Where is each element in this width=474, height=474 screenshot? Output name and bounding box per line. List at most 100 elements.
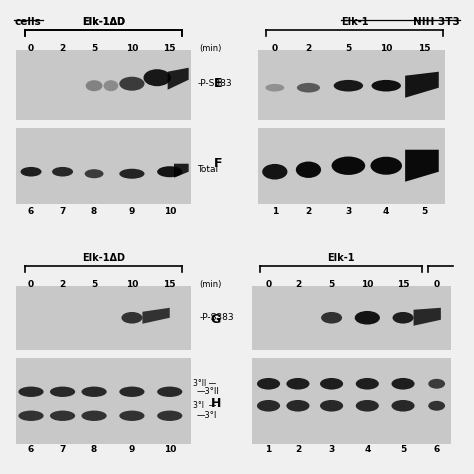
Ellipse shape	[103, 80, 118, 91]
Text: Total: Total	[197, 165, 218, 174]
Text: 6: 6	[434, 445, 440, 454]
Ellipse shape	[85, 169, 103, 178]
Ellipse shape	[257, 378, 280, 390]
Ellipse shape	[119, 169, 145, 179]
Text: 10: 10	[380, 44, 392, 53]
Text: 3: 3	[345, 207, 352, 216]
Text: 5: 5	[91, 44, 97, 53]
Text: -P-S383: -P-S383	[197, 79, 232, 88]
Text: 15: 15	[164, 280, 176, 289]
Ellipse shape	[428, 401, 445, 410]
Text: 10: 10	[126, 280, 138, 289]
Polygon shape	[405, 72, 439, 98]
Text: 1: 1	[272, 207, 278, 216]
Ellipse shape	[119, 77, 145, 91]
Text: NIH 3T3: NIH 3T3	[413, 17, 460, 27]
Ellipse shape	[121, 312, 142, 324]
Ellipse shape	[262, 164, 287, 180]
Text: 4: 4	[364, 445, 371, 454]
Ellipse shape	[157, 166, 182, 177]
Ellipse shape	[265, 84, 284, 91]
Text: Elk-1ΔD: Elk-1ΔD	[82, 17, 125, 27]
Ellipse shape	[119, 387, 145, 397]
Text: 1: 1	[265, 445, 272, 454]
Text: 0: 0	[434, 280, 440, 289]
Ellipse shape	[157, 410, 182, 421]
FancyBboxPatch shape	[16, 358, 191, 444]
Text: 10: 10	[164, 207, 176, 216]
Ellipse shape	[372, 80, 401, 91]
Text: 9: 9	[129, 207, 135, 216]
Text: 5: 5	[400, 445, 406, 454]
Text: 5: 5	[328, 280, 335, 289]
FancyBboxPatch shape	[252, 358, 451, 444]
Ellipse shape	[286, 400, 310, 411]
Ellipse shape	[82, 387, 107, 397]
Text: —3°II: —3°II	[197, 387, 220, 396]
Polygon shape	[142, 308, 170, 324]
Text: Elk-1ΔD: Elk-1ΔD	[82, 17, 125, 27]
Ellipse shape	[144, 69, 171, 86]
Ellipse shape	[82, 410, 107, 421]
Text: (min): (min)	[199, 280, 221, 289]
Ellipse shape	[334, 80, 363, 91]
Text: 8: 8	[91, 207, 97, 216]
Text: 7: 7	[59, 207, 66, 216]
Text: 7: 7	[59, 445, 66, 454]
FancyBboxPatch shape	[258, 128, 445, 204]
Ellipse shape	[392, 378, 415, 390]
Ellipse shape	[297, 83, 320, 92]
Ellipse shape	[296, 162, 321, 178]
Text: E: E	[214, 77, 222, 90]
Text: 3: 3	[328, 445, 335, 454]
Ellipse shape	[157, 387, 182, 397]
Text: -P-S383: -P-S383	[199, 313, 234, 322]
Text: Elk-1: Elk-1	[327, 253, 355, 263]
Text: 15: 15	[397, 280, 409, 289]
Ellipse shape	[428, 379, 445, 389]
Polygon shape	[413, 308, 441, 326]
Text: Total: Total	[266, 399, 288, 408]
Ellipse shape	[392, 400, 415, 411]
Text: Elk-1: Elk-1	[341, 17, 368, 27]
Ellipse shape	[286, 378, 310, 390]
Text: 4: 4	[383, 207, 390, 216]
Ellipse shape	[119, 410, 145, 421]
Text: 0: 0	[272, 44, 278, 53]
Text: 6: 6	[28, 207, 34, 216]
Text: 0: 0	[265, 280, 272, 289]
Text: 15: 15	[418, 44, 430, 53]
Text: 6: 6	[28, 445, 34, 454]
Ellipse shape	[371, 157, 402, 175]
Ellipse shape	[355, 311, 380, 325]
Ellipse shape	[52, 167, 73, 176]
Ellipse shape	[20, 167, 42, 176]
Text: 2: 2	[305, 207, 311, 216]
Text: 2: 2	[59, 44, 66, 53]
Text: 0: 0	[28, 280, 34, 289]
Text: 9: 9	[129, 445, 135, 454]
Text: G: G	[211, 313, 221, 326]
Polygon shape	[405, 150, 439, 182]
Ellipse shape	[321, 312, 342, 324]
Text: cells: cells	[14, 17, 41, 27]
Ellipse shape	[320, 400, 343, 411]
Text: 10: 10	[126, 44, 138, 53]
Text: 3°I  —: 3°I —	[192, 401, 216, 410]
Ellipse shape	[86, 80, 102, 91]
Text: 5: 5	[345, 44, 352, 53]
FancyBboxPatch shape	[252, 286, 451, 350]
Text: 5: 5	[421, 207, 427, 216]
Text: 5: 5	[91, 280, 97, 289]
Polygon shape	[168, 68, 189, 90]
FancyBboxPatch shape	[16, 50, 191, 120]
Text: 2: 2	[295, 280, 301, 289]
Text: (min): (min)	[199, 44, 221, 53]
Ellipse shape	[18, 387, 44, 397]
Ellipse shape	[356, 378, 379, 390]
Text: F: F	[214, 157, 222, 170]
Ellipse shape	[332, 156, 365, 175]
Text: 8: 8	[91, 445, 97, 454]
Text: H: H	[211, 397, 221, 410]
Text: Elk-1ΔD: Elk-1ΔD	[82, 253, 125, 263]
